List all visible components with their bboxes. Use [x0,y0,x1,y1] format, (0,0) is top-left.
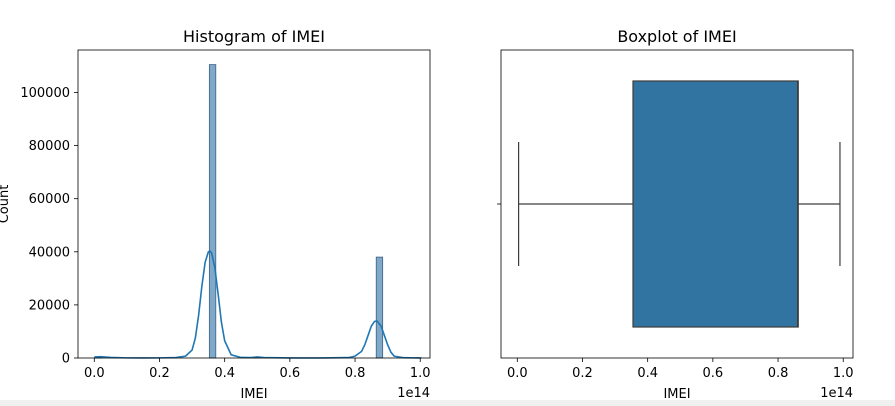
histogram-plot-frame [77,49,431,359]
boxplot-x-tick-label: 0.4 [637,366,658,381]
histogram-y-tick-label: 60000 [29,192,70,207]
histogram-panel: Histogram of IMEI 0.0 0.2 0.4 0.6 0.8 1.0 0 20… [0,27,431,402]
histogram-x-tick-label: 0.8 [345,366,366,381]
boxplot-x-tick-label: 0.6 [703,366,724,381]
boxplot-x-tick-label: 0.0 [507,366,528,381]
histogram-kde-line [94,249,421,359]
histogram-x-label: IMEI [240,387,267,402]
histogram-y-tick-label: 0 [62,352,70,367]
boxplot-x-tick-label: 0.2 [572,366,593,381]
boxplot-title: Boxplot of IMEI [617,27,736,46]
histogram-y-tick-label: 20000 [29,298,70,313]
boxplot-x-label: IMEI [663,387,690,402]
boxplot-x-ticks: 0.0 0.2 0.4 0.6 0.8 1.0 [507,358,854,381]
boxplot-shapes [517,80,841,328]
boxplot-x-offset: 1e14 [820,386,853,401]
histogram-x-tick-label: 0.4 [214,366,235,381]
histogram-x-tick-label: 0.6 [280,366,301,381]
histogram-x-tick-label: 0.2 [149,366,170,381]
boxplot-box [632,80,799,328]
boxplot-plot-frame [500,49,854,359]
histogram-bar [375,256,384,359]
histogram-y-tick-label: 40000 [29,245,70,260]
histogram-y-label: Count [0,185,12,224]
histogram-bars [94,64,422,359]
bottom-strip [0,400,895,406]
histogram-bar [208,64,217,359]
histogram-title: Histogram of IMEI [183,27,325,46]
histogram-x-tick-label: 1.0 [410,366,431,381]
boxplot-x-tick-label: 1.0 [833,366,854,381]
histogram-y-ticks: 0 20000 40000 60000 80000 100000 [20,86,78,367]
histogram-y-tick-label: 100000 [20,86,70,101]
histogram-x-tick-label: 0.0 [84,366,105,381]
histogram-x-ticks: 0.0 0.2 0.4 0.6 0.8 1.0 [84,358,431,381]
histogram-y-tick-label: 80000 [29,139,70,154]
histogram-x-offset: 1e14 [397,386,430,401]
boxplot-x-tick-label: 0.8 [768,366,789,381]
boxplot-panel: Boxplot of IMEI 0.0 0.2 0.4 0.6 0.8 1.0 IMEI … [497,27,854,402]
